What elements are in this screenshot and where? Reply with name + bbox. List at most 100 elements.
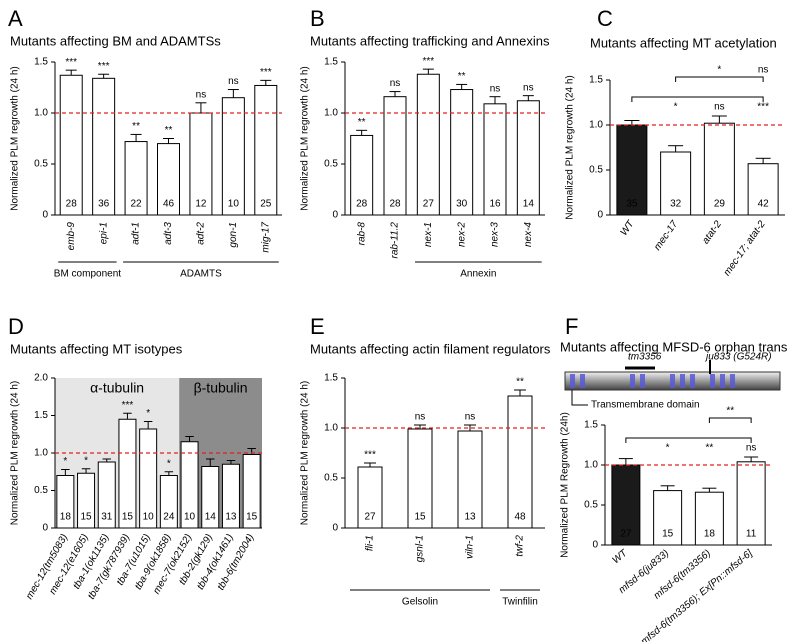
n-label: 13 [464, 512, 476, 523]
n-label: 36 [98, 199, 110, 210]
n-label: 15 [662, 529, 674, 540]
x-tick-label: adt-3 [163, 222, 174, 245]
x-tick-label: mig-17 [260, 222, 271, 253]
n-label: 25 [260, 199, 272, 210]
y-tick-label: 0 [332, 210, 338, 221]
n-label: 28 [356, 199, 368, 210]
x-tick-label: mec-17 [652, 219, 680, 253]
significance-label: ** [516, 377, 524, 388]
group-label: Gelsolin [402, 597, 438, 608]
n-label: 10 [143, 512, 155, 523]
bracket-label: ns [758, 65, 769, 76]
significance-label: * [674, 102, 678, 113]
significance-label: ns [415, 412, 426, 423]
bar [383, 96, 407, 216]
significance-label: * [167, 458, 171, 469]
bracket-label: ** [726, 406, 734, 417]
y-tick-label: 0.5 [34, 159, 48, 170]
mutation-label: ju833 (G524R) [704, 352, 772, 363]
bar [92, 77, 116, 216]
n-label: 27 [423, 199, 435, 210]
n-label: 31 [101, 512, 113, 523]
y-tick-label: 1.5 [34, 57, 48, 68]
panel-letter: C [597, 6, 613, 31]
x-tick-label: gon-1 [228, 222, 239, 248]
y-tick-label: 0.5 [584, 500, 598, 511]
x-tick-label: mec-17; atat-2 [722, 219, 768, 278]
significance-label: *** [98, 61, 110, 72]
significance-label: ns [746, 443, 757, 454]
bar [450, 89, 474, 216]
significance-label: * [666, 443, 670, 454]
panel-letter: B [310, 6, 325, 31]
significance-label: ns [465, 412, 476, 423]
bracket [625, 437, 752, 443]
significance-label: ns [228, 76, 239, 87]
n-label: 14 [523, 199, 535, 210]
significance-label: ns [523, 82, 534, 93]
y-axis-label: Normalized PLM Regrowth (24h) [560, 412, 571, 558]
n-label: 18 [704, 529, 716, 540]
tm-domains [570, 374, 735, 388]
y-tick-label: 0.5 [324, 473, 338, 484]
bar [59, 74, 83, 216]
bar [694, 491, 724, 546]
y-tick-label: 1.5 [589, 75, 603, 86]
significance-label: ns [196, 89, 207, 100]
n-label: 32 [670, 199, 682, 210]
x-tick-label: adt-1 [131, 222, 142, 245]
y-tick-label: 0.5 [589, 165, 603, 176]
x-tick-label: WT [611, 547, 631, 566]
x-tick-label: emb-9 [66, 222, 77, 251]
bracket [675, 76, 764, 82]
significance-label: *** [757, 102, 769, 113]
significance-label: * [146, 408, 150, 419]
n-label: 10 [184, 512, 196, 523]
significance-label: *** [260, 67, 272, 78]
chart-title: Mutants affecting MT isotypes [10, 341, 183, 356]
x-tick-label: viln-1 [465, 535, 476, 559]
significance-label: * [63, 456, 67, 467]
n-label: 28 [66, 199, 78, 210]
y-tick-label: 1.0 [324, 423, 338, 434]
y-tick-label: 0 [597, 210, 603, 221]
x-tick-label: nex-1 [423, 222, 434, 247]
group-label: BM component [54, 269, 121, 280]
n-label: 42 [758, 199, 770, 210]
y-tick-label: 0.5 [34, 485, 48, 496]
chart-title: Mutants affecting trafficking and Annexi… [310, 33, 550, 48]
y-tick-label: 0 [42, 210, 48, 221]
significance-label: * [84, 455, 88, 466]
y-tick-label: 1.0 [324, 108, 338, 119]
domain-pointer [571, 390, 588, 406]
x-tick-label: WT [619, 218, 637, 238]
significance-label: *** [422, 56, 434, 67]
significance-label: ns [714, 102, 725, 113]
n-label: 12 [195, 199, 207, 210]
mutation-label: tm3356 [628, 352, 662, 363]
bar [357, 466, 383, 529]
group-label: Twinfilin [502, 597, 538, 608]
n-label: 15 [414, 512, 426, 523]
y-tick-label: 0 [332, 523, 338, 534]
n-label: 28 [389, 199, 401, 210]
bar [653, 490, 683, 546]
x-tick-label: rab-11.2 [390, 222, 401, 259]
chart-title: Mutants affecting BM and ADAMTSs [10, 33, 221, 48]
shaded-label: β-tubulin [194, 380, 248, 396]
n-label: 29 [714, 199, 726, 210]
bar [221, 97, 245, 216]
n-label: 15 [122, 512, 134, 523]
n-label: 16 [489, 199, 501, 210]
y-tick-label: 1.5 [324, 373, 338, 384]
y-tick-label: 1.5 [584, 420, 598, 431]
n-label: 13 [225, 512, 237, 523]
y-axis-label: Normalized PLM regrowth (24 h) [10, 381, 21, 526]
n-label: 30 [456, 199, 468, 210]
significance-label: *** [122, 400, 134, 411]
significance-label: *** [364, 450, 376, 461]
bar [736, 461, 766, 546]
y-axis-label: Normalized PLM regrowth (24 h) [300, 66, 311, 211]
significance-label: ** [165, 125, 173, 136]
